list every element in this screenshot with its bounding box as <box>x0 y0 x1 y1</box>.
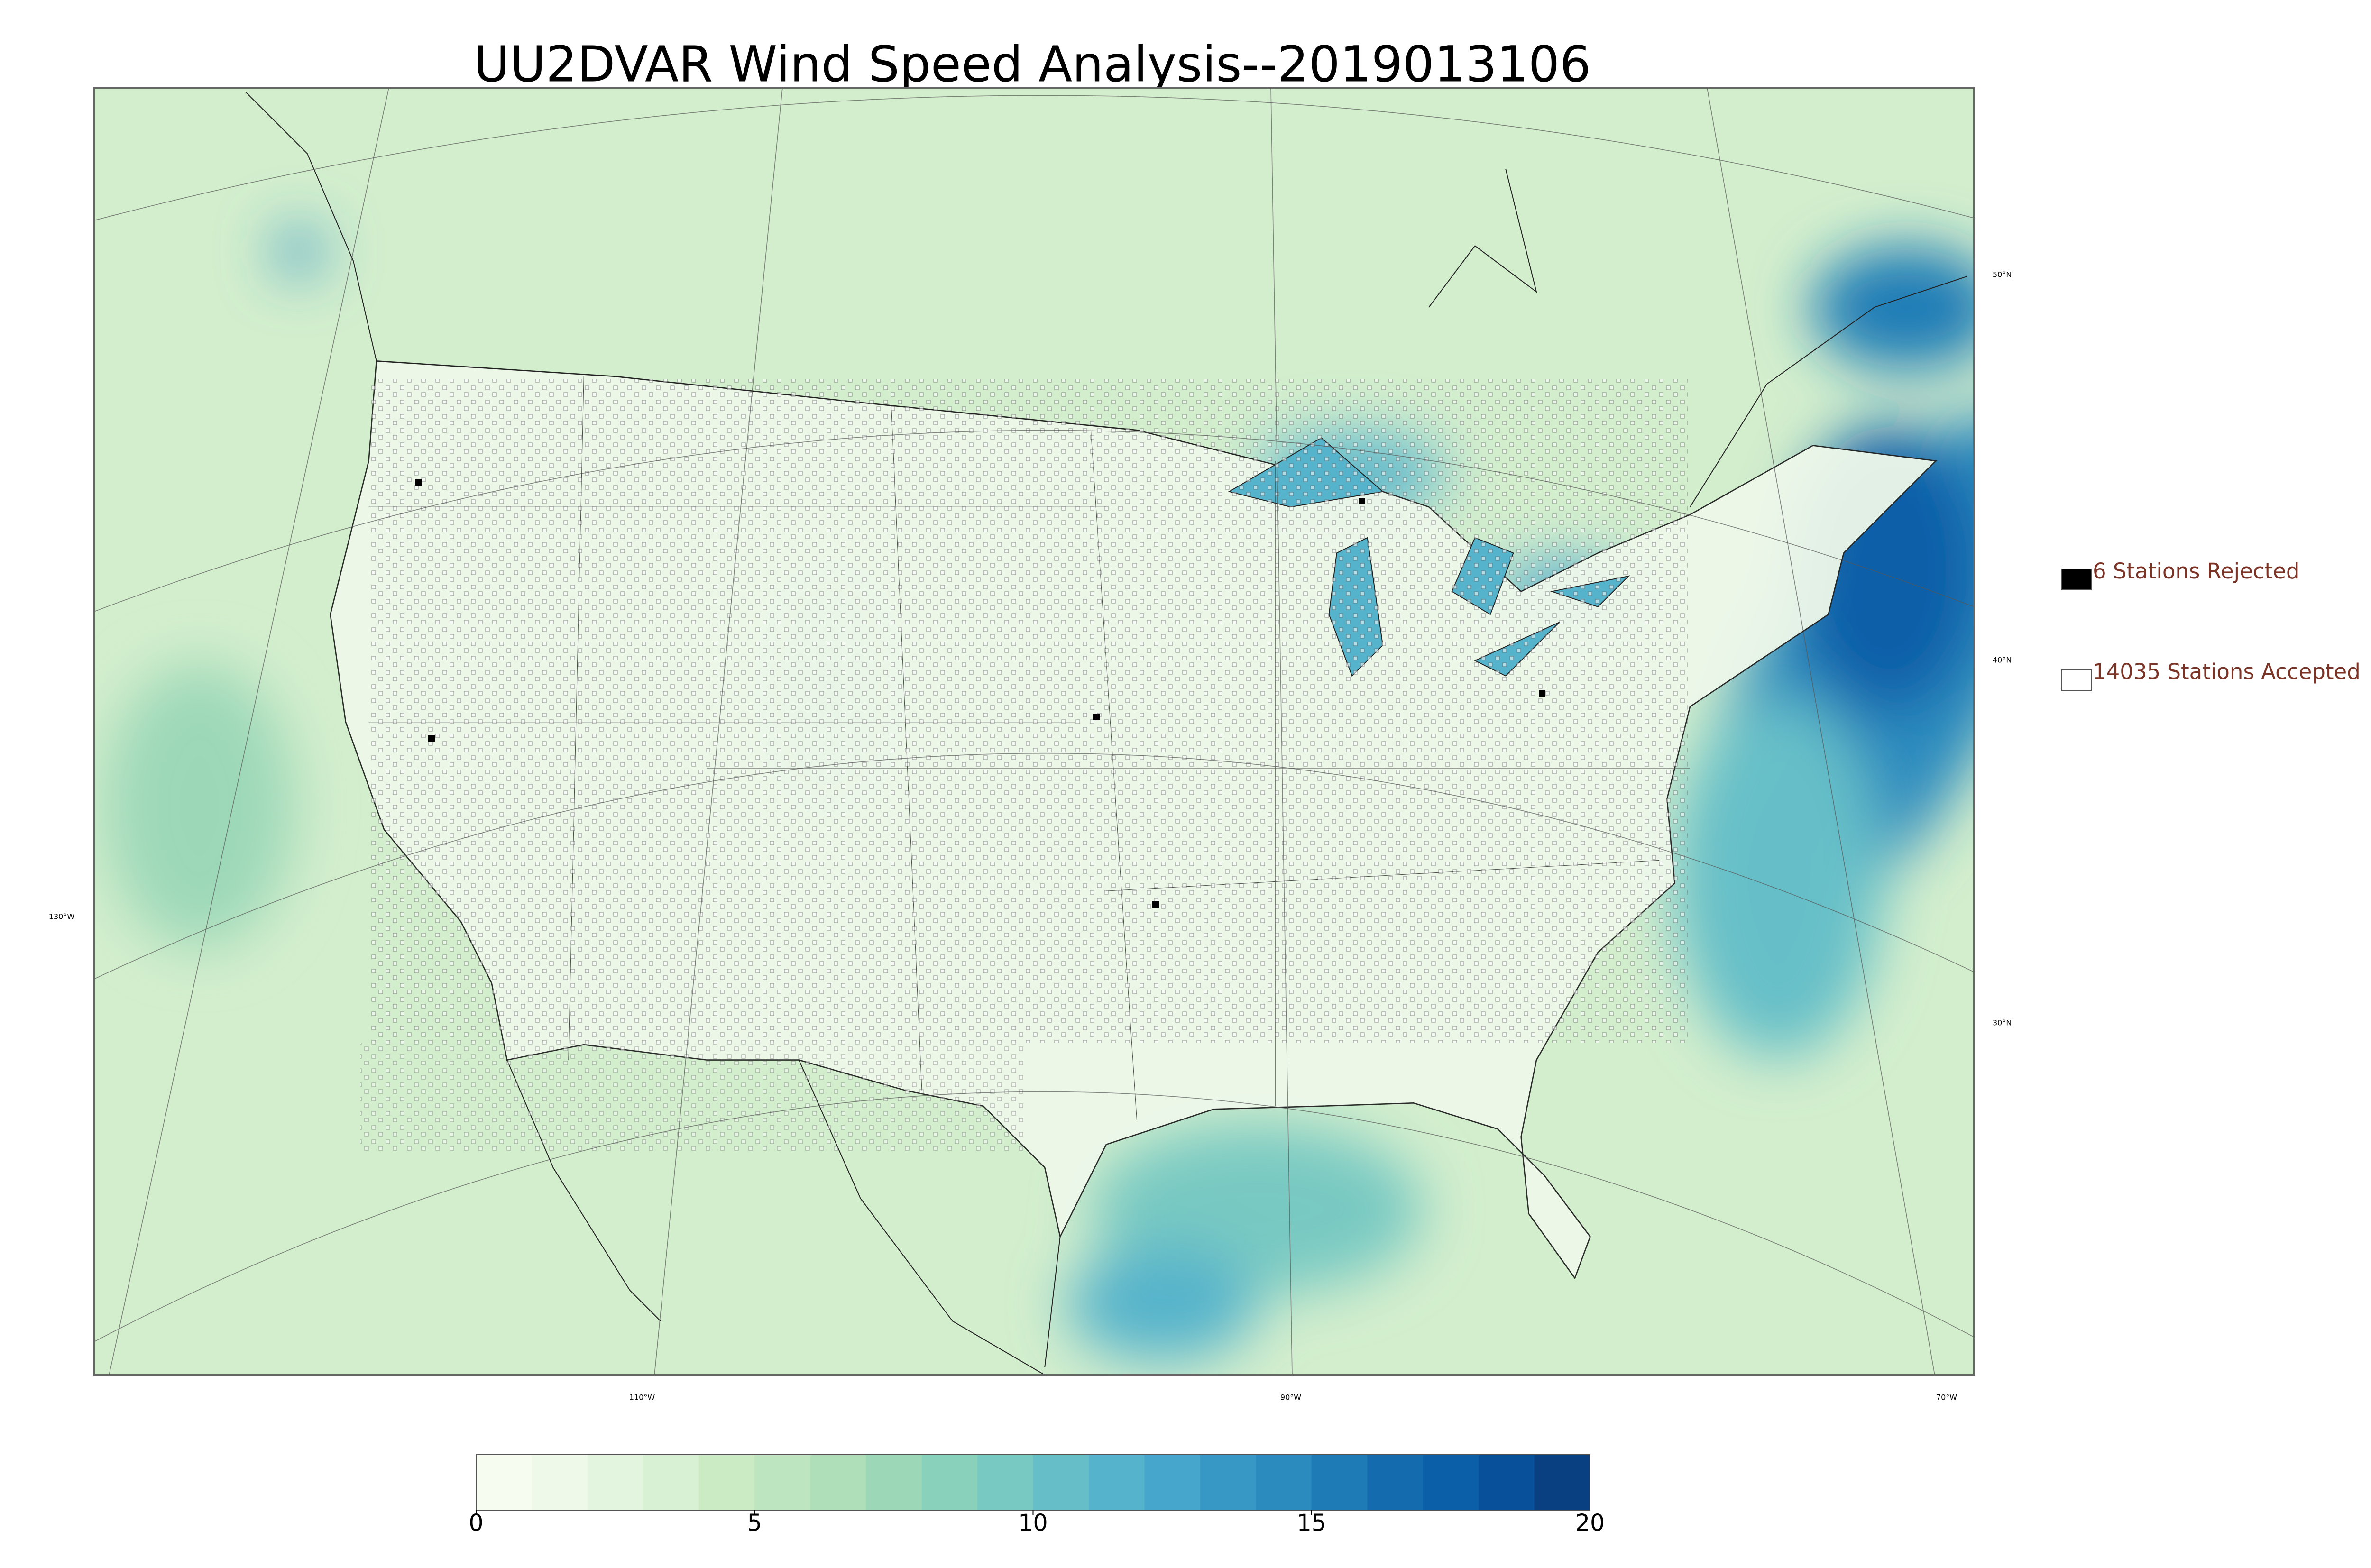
legend-swatch <box>2061 669 2092 691</box>
stations-accepted <box>360 1043 1024 1152</box>
colorbar-segment <box>476 1455 532 1510</box>
lon-label: 70°W <box>1936 1393 1957 1402</box>
legend-label: 6 Stations Rejected <box>2093 559 2299 584</box>
colorbar-segment <box>587 1455 643 1510</box>
map-title: UU2DVAR Wind Speed Analysis--2019013106 <box>474 35 1591 93</box>
colorbar-segment <box>977 1455 1033 1510</box>
lon-label: 110°W <box>629 1393 655 1402</box>
colorbar-segment <box>866 1455 922 1510</box>
colorbar-segment <box>1534 1455 1590 1510</box>
map <box>94 88 1974 1375</box>
legend: 6 Stations Rejected 14035 Stations Accept… <box>2061 559 2361 691</box>
colorbar-segment <box>1088 1455 1145 1510</box>
colorbar-segment <box>1311 1455 1368 1510</box>
lon-label: 90°W <box>1280 1393 1301 1402</box>
colorbar-tick-label: 20 <box>1575 1510 1605 1537</box>
colorbar-tick-label: 15 <box>1297 1510 1326 1537</box>
colorbar-segment <box>1367 1455 1424 1510</box>
colorbar-segment <box>921 1455 978 1510</box>
colorbar-tick-label: 10 <box>1018 1510 1048 1537</box>
colorbar-segment <box>643 1455 699 1510</box>
colorbar-tick-label: 5 <box>747 1510 762 1537</box>
colorbar-tick-label: 0 <box>469 1510 483 1537</box>
lat-label: 40°N <box>1993 656 2012 665</box>
graticule <box>94 88 1974 1375</box>
colorbar-segment <box>1144 1455 1201 1510</box>
colorbar-segment <box>810 1455 866 1510</box>
colorbar-segment <box>754 1455 811 1510</box>
colorbar-segment <box>1479 1455 1535 1510</box>
colorbar-segment <box>1423 1455 1479 1510</box>
legend-swatch <box>2061 569 2092 590</box>
lat-label: 30°N <box>1993 1018 2012 1027</box>
map-frame <box>93 87 1975 1376</box>
stations-rejected <box>415 479 1545 908</box>
graticule-labels: 50°N 40°N 30°N 130°W 110°W 90°W 70°W <box>49 270 2012 1402</box>
colorbar-segment <box>1200 1455 1256 1510</box>
stations-accepted <box>370 379 1688 1043</box>
lon-label: 130°W <box>49 912 75 921</box>
colorbar-segment <box>1256 1455 1312 1510</box>
colorbar-segment <box>532 1455 588 1510</box>
colorbar-segment <box>698 1455 755 1510</box>
colorbar: 0 5 10 15 20 <box>469 1454 1605 1537</box>
lat-label: 50°N <box>1993 270 2012 279</box>
colorbar-segment <box>1033 1455 1089 1510</box>
legend-label: 14035 Stations Accepted <box>2093 659 2361 684</box>
